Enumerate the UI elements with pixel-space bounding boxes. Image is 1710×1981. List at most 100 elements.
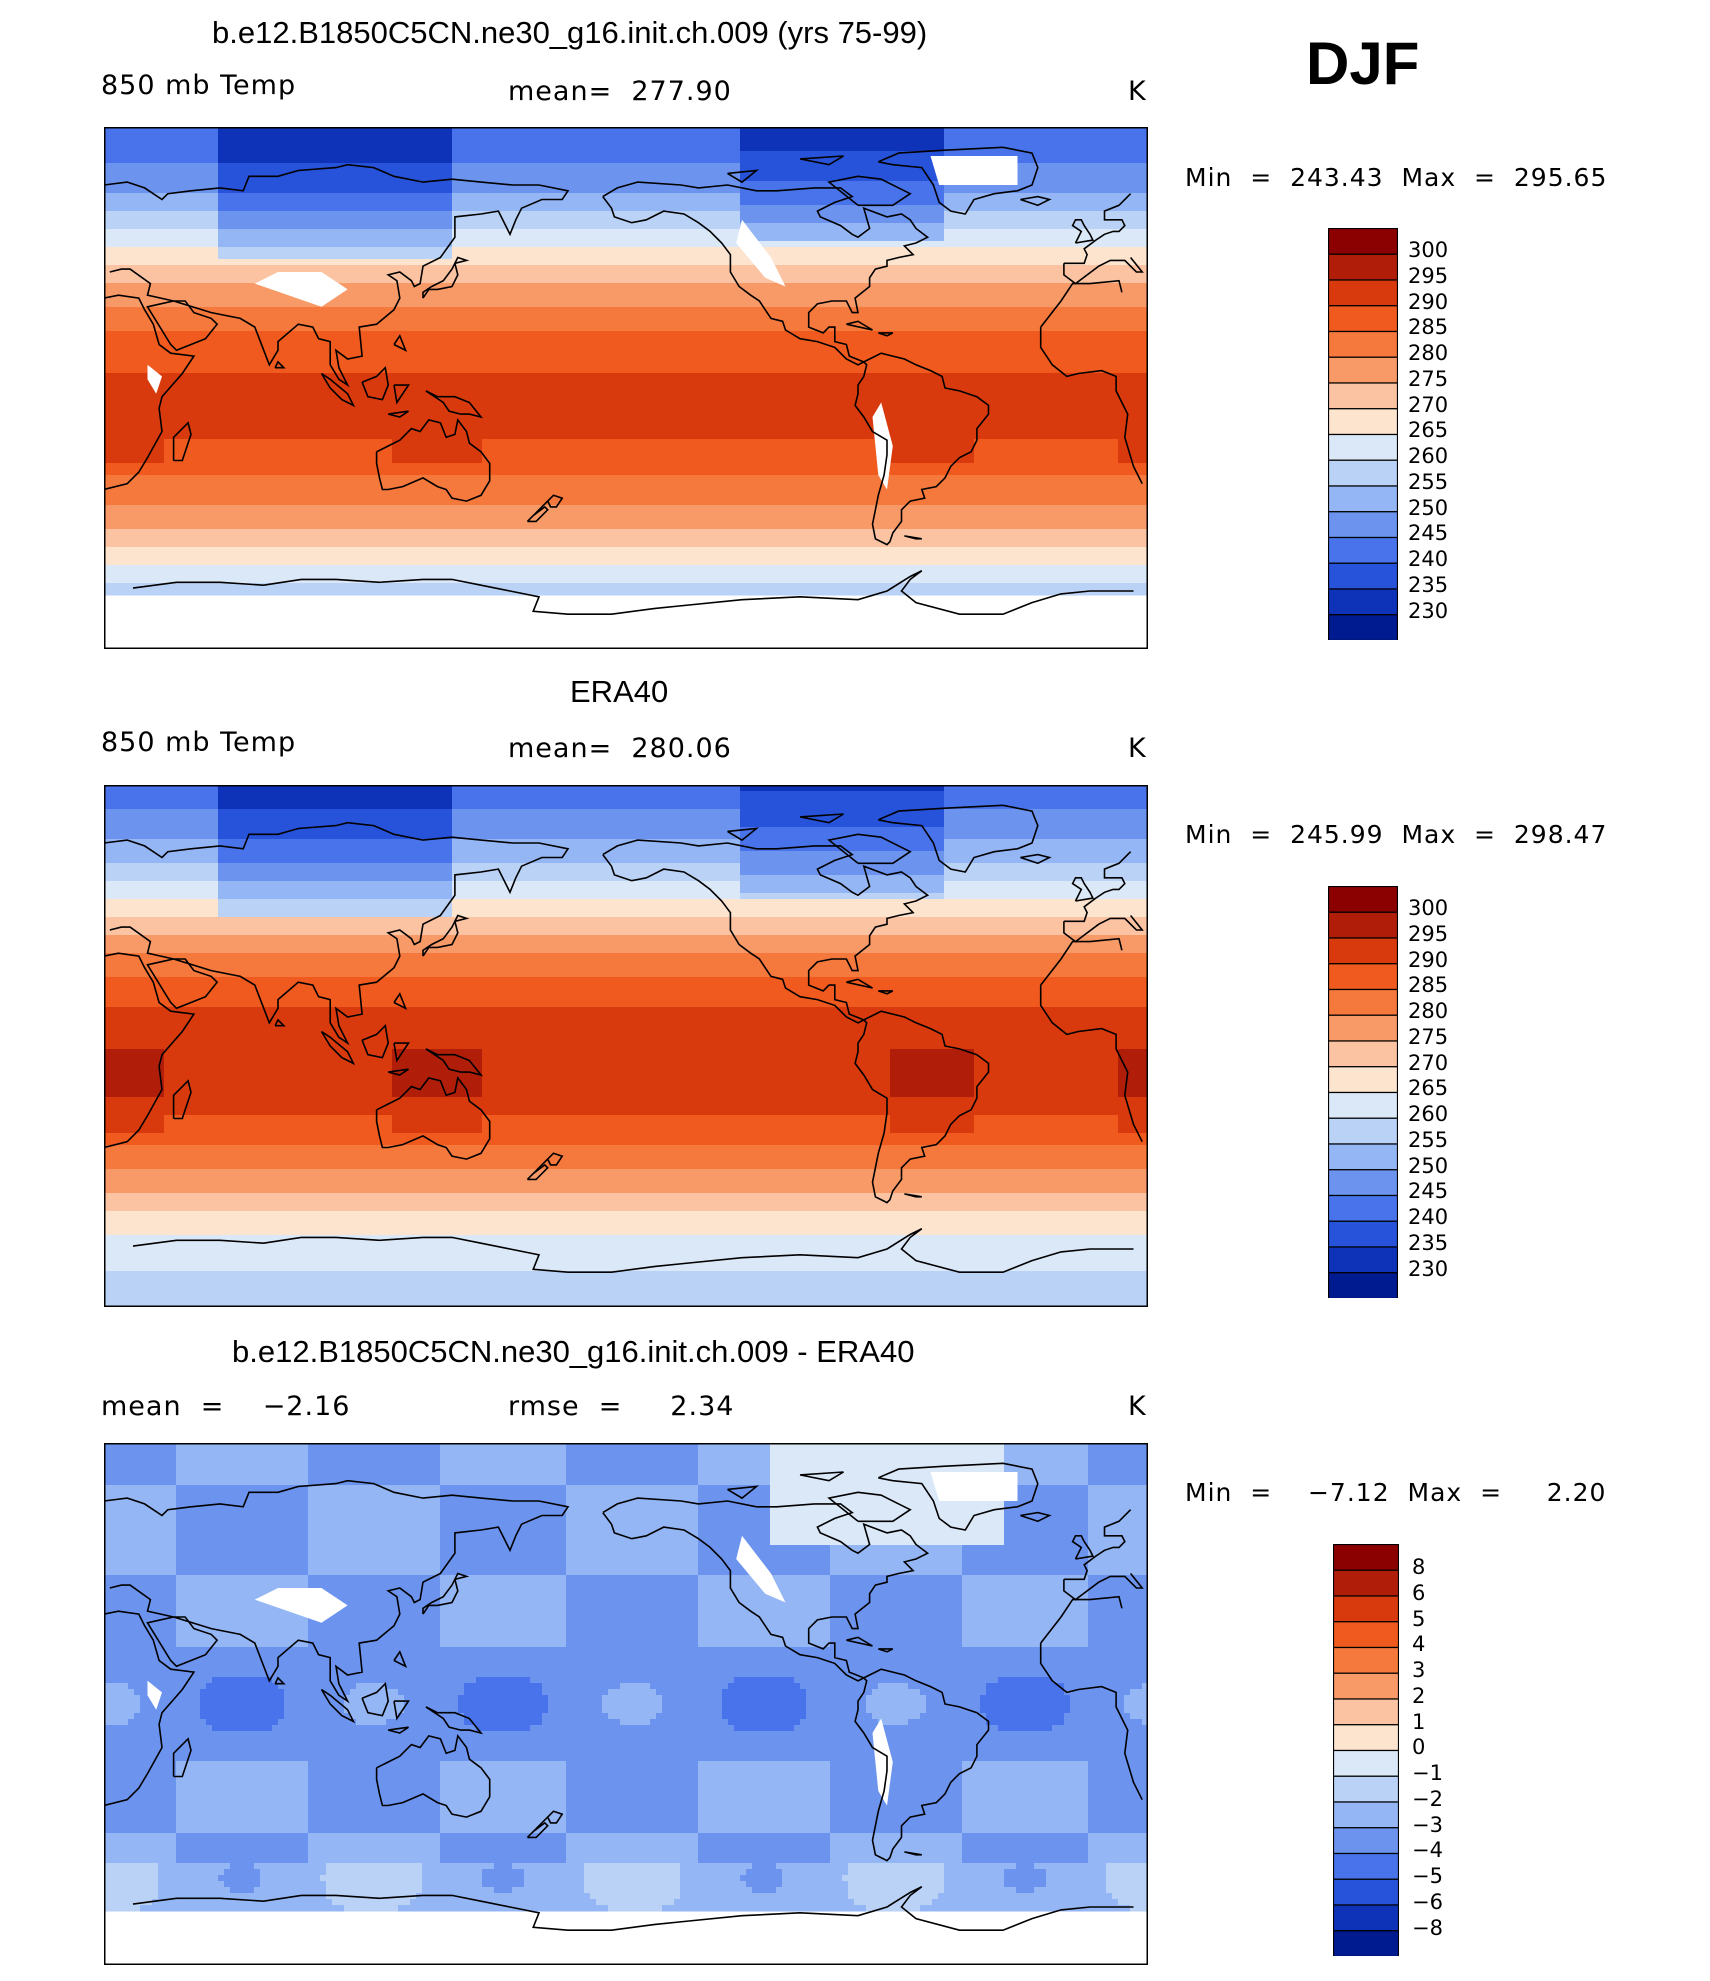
- colorbar-label: 230: [1408, 1256, 1449, 1281]
- colorbar: [1333, 1544, 1399, 1956]
- field-contour-band: [104, 427, 1148, 434]
- coastline: [375, 417, 491, 502]
- field-contour-band: [524, 1869, 584, 1876]
- field-contour-band: [944, 1887, 1016, 1894]
- field-contour-band: [218, 187, 452, 194]
- field-contour-band: [944, 875, 1148, 882]
- field-contour-band: [770, 1521, 1004, 1528]
- field-contour-band: [1106, 1863, 1148, 1870]
- field-contour-band: [566, 1641, 698, 1648]
- field-contour-band: [944, 821, 1148, 828]
- field-contour-band: [1088, 1455, 1148, 1462]
- field-contour-band: [1004, 1503, 1088, 1510]
- colorbar-swatch: [1333, 1544, 1399, 1571]
- map-frame: [104, 785, 1148, 1307]
- field-contour-band: [176, 1533, 308, 1540]
- field-contour-band: [332, 1899, 410, 1906]
- field-contour-band: [1088, 1767, 1148, 1774]
- field-contour-band: [104, 1055, 164, 1062]
- field-contour-band: [740, 887, 944, 894]
- field-contour-band: [944, 863, 1148, 870]
- field-contour-band: [104, 827, 218, 834]
- colorbar-label: 255: [1408, 469, 1449, 494]
- field-contour-band: [104, 797, 218, 804]
- colorbar-swatch: [1328, 330, 1398, 358]
- coastline: [904, 1193, 922, 1198]
- field-contour-band: [260, 1875, 320, 1882]
- field-contour-band: [962, 1635, 1088, 1642]
- field-contour-band: [422, 1869, 482, 1876]
- field-contour-band: [1004, 1449, 1088, 1456]
- field-contour-band: [104, 157, 218, 164]
- missing-data-mask: [147, 1680, 162, 1710]
- field-contour-band: [104, 1199, 1148, 1206]
- field-contour-band: [596, 1899, 674, 1906]
- field-contour-band: [104, 1247, 1148, 1254]
- field-contour-band: [308, 1545, 440, 1552]
- field-contour-band: [1088, 1599, 1148, 1606]
- field-contour-band: [440, 1779, 566, 1786]
- field-contour-band: [452, 199, 740, 206]
- colorbar-label: 4: [1412, 1632, 1426, 1657]
- field-contour-band: [566, 1851, 698, 1858]
- field-contour-band: [176, 1767, 308, 1774]
- coastline: [388, 410, 409, 418]
- field-contour-band: [308, 1581, 440, 1588]
- field-contour-band: [218, 893, 452, 900]
- field-contour-band: [962, 1551, 1088, 1558]
- field-contour-band: [770, 1497, 1004, 1504]
- field-contour-band: [164, 1121, 392, 1128]
- colorbar-swatch: [1328, 459, 1398, 487]
- field-contour-band: [1064, 1719, 1142, 1726]
- coastline: [388, 1068, 409, 1076]
- field-contour-band: [938, 1893, 1112, 1900]
- field-contour-band: [104, 391, 1148, 398]
- field-contour-band: [104, 175, 218, 182]
- field-contour-band: [1088, 1527, 1148, 1534]
- field-contour-band: [458, 1695, 548, 1702]
- field-contour-band: [440, 1557, 566, 1564]
- field-contour-band: [566, 1575, 698, 1582]
- field-contour-band: [830, 1623, 962, 1630]
- field-contour-band: [104, 337, 1148, 344]
- field-contour-band: [1130, 1713, 1148, 1720]
- field-contour-band: [476, 1725, 530, 1732]
- field-contour-band: [392, 1127, 482, 1134]
- field-contour-band: [440, 1815, 566, 1822]
- field-contour-band: [104, 1761, 176, 1768]
- field-contour-band: [104, 169, 218, 176]
- field-contour-band: [104, 1785, 176, 1792]
- field-contour-band: [440, 1773, 566, 1780]
- field-contour-band: [392, 1091, 482, 1098]
- field-contour-band: [326, 1893, 416, 1900]
- field-contour-band: [440, 1467, 566, 1474]
- field-contour-band: [770, 1473, 1004, 1480]
- field-contour-band: [890, 1127, 974, 1134]
- field-contour-band: [944, 1875, 1004, 1882]
- field-contour-band: [680, 1893, 848, 1900]
- field-contour-band: [410, 1899, 596, 1906]
- field-contour-band: [740, 845, 944, 852]
- field-contour-band: [104, 1271, 1148, 1278]
- field-contour-band: [974, 1091, 1118, 1098]
- field-contour-band: [1118, 1127, 1148, 1134]
- field-contour-band: [740, 803, 944, 810]
- field-contour-band: [104, 193, 218, 200]
- colorbar-label: 240: [1408, 547, 1449, 571]
- field-contour-band: [104, 349, 1148, 356]
- field-contour-band: [440, 1821, 566, 1828]
- field-contour-band: [164, 457, 392, 464]
- field-contour-band: [104, 1557, 176, 1564]
- field-contour-band: [602, 1701, 662, 1708]
- field-contour-band: [104, 451, 164, 458]
- field-contour-band: [164, 451, 392, 458]
- field-contour-band: [104, 905, 218, 912]
- field-contour-band: [398, 1713, 464, 1720]
- field-contour-band: [1004, 1539, 1088, 1546]
- colorbar-swatch: [1333, 1621, 1399, 1649]
- field-contour-band: [104, 529, 1148, 536]
- field-contour-band: [104, 433, 1148, 440]
- field-contour-band: [104, 1049, 164, 1056]
- field-contour-band: [176, 1809, 308, 1816]
- field-contour-band: [830, 1803, 962, 1810]
